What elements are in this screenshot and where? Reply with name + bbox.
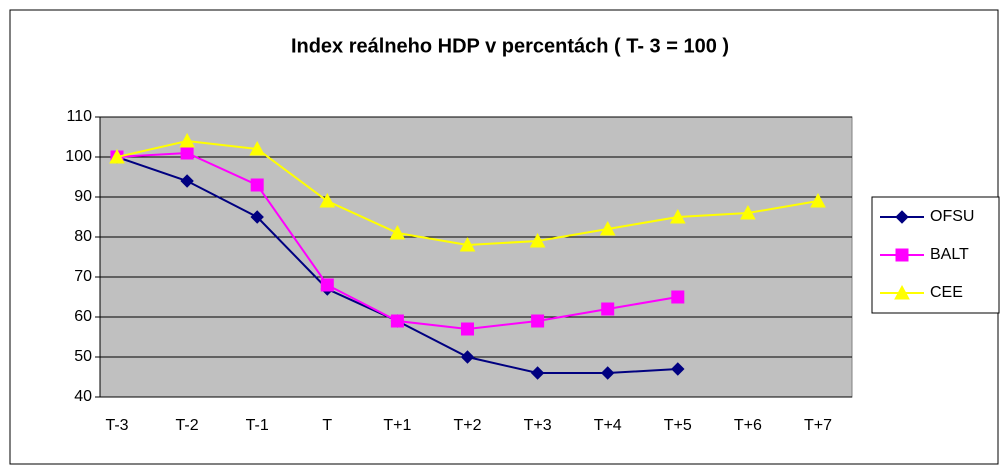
data-point bbox=[250, 210, 264, 224]
y-tick-label: 50 bbox=[74, 348, 92, 365]
x-tick-label: T+2 bbox=[453, 417, 481, 434]
data-point bbox=[529, 232, 546, 248]
x-tick-label: T-1 bbox=[246, 417, 269, 434]
data-point bbox=[389, 224, 406, 240]
chart-title: Index reálneho HDP v percentách ( T- 3 =… bbox=[291, 35, 729, 57]
data-point bbox=[249, 140, 266, 156]
data-point bbox=[319, 192, 336, 208]
data-point bbox=[599, 220, 616, 236]
data-point bbox=[461, 322, 474, 336]
y-tick-label: 40 bbox=[74, 388, 92, 405]
legend-label: BALT bbox=[930, 246, 969, 263]
y-tick-label: 110 bbox=[66, 108, 92, 125]
data-point bbox=[390, 314, 404, 328]
data-point bbox=[459, 236, 476, 252]
data-point bbox=[671, 362, 685, 376]
y-tick-label: 80 bbox=[74, 228, 92, 245]
x-tick-label: T+3 bbox=[524, 417, 552, 434]
x-tick-label: T-3 bbox=[105, 417, 128, 434]
y-tick-label: 100 bbox=[65, 148, 92, 165]
x-tick-label: T+7 bbox=[804, 417, 832, 434]
legend-label: CEE bbox=[930, 284, 963, 301]
x-tick-label: T+4 bbox=[594, 417, 622, 434]
data-point bbox=[600, 366, 615, 380]
data-point bbox=[180, 146, 194, 160]
y-tick-label: 70 bbox=[74, 268, 92, 285]
data-point bbox=[669, 208, 686, 224]
data-point bbox=[109, 148, 125, 164]
x-tick-label: T+6 bbox=[734, 417, 762, 434]
legend-marker bbox=[895, 248, 909, 262]
data-point bbox=[460, 350, 475, 364]
data-point bbox=[810, 192, 826, 208]
x-tick-label: T bbox=[322, 417, 332, 434]
x-tick-label: T+1 bbox=[383, 417, 411, 434]
x-tick-label: T-2 bbox=[176, 417, 199, 434]
data-point bbox=[740, 204, 756, 220]
data-point bbox=[179, 132, 195, 148]
y-tick-label: 60 bbox=[74, 308, 92, 325]
data-point bbox=[250, 178, 264, 192]
legend-label: OFSU bbox=[930, 208, 974, 225]
data-point bbox=[531, 314, 545, 328]
data-point bbox=[320, 278, 334, 292]
data-point bbox=[601, 302, 615, 316]
data-point bbox=[671, 290, 685, 304]
legend-marker bbox=[895, 210, 909, 224]
legend-marker bbox=[894, 284, 910, 300]
y-tick-label: 90 bbox=[74, 188, 92, 205]
data-point bbox=[180, 174, 194, 188]
x-tick-label: T+5 bbox=[664, 417, 692, 434]
plot-area bbox=[99, 116, 853, 398]
data-point bbox=[530, 366, 545, 380]
